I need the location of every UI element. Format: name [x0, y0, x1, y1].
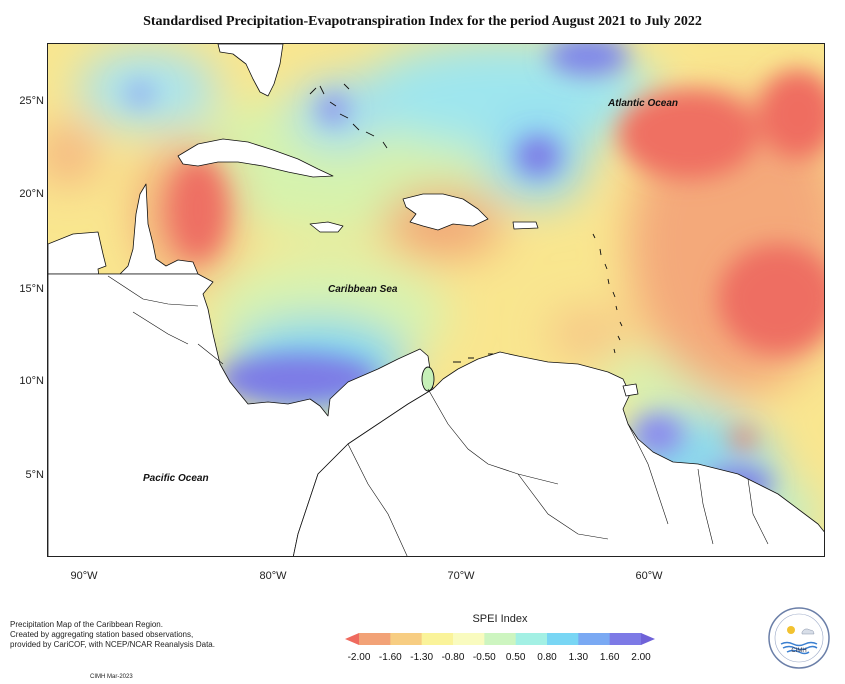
- land-mexico: [48, 183, 199, 285]
- spei-area-red-spot: [731, 429, 755, 449]
- legend-swatch-8: [578, 633, 611, 645]
- lat-label-25n: 25°N: [19, 95, 44, 107]
- legend-tick-label: 0.50: [505, 652, 526, 663]
- lat-label-15n: 15°N: [19, 283, 44, 295]
- land-hispaniola: [402, 193, 489, 231]
- lon-label-80w: 80°W: [259, 570, 287, 582]
- spei-area-blue-north: [548, 44, 628, 76]
- legend-tick-label: 1.60: [599, 652, 620, 663]
- spei-area-red-ne2: [758, 69, 824, 159]
- legend-tick-label: -0.80: [441, 652, 465, 663]
- logo-name: CIMH: [791, 648, 807, 654]
- country-borders: [107, 275, 769, 556]
- spei-area-blue-bahamas: [318, 94, 348, 124]
- legend-tick-label: -0.50: [472, 652, 496, 663]
- label-caribbean-sea: Caribbean Sea: [328, 284, 398, 295]
- lon-label-60w: 60°W: [635, 570, 663, 582]
- note-line-1: Precipitation Map of the Caribbean Regio…: [10, 620, 163, 629]
- legend-tick-label: -1.30: [410, 652, 434, 663]
- legend-arrow-low: [345, 633, 359, 645]
- label-atlantic-ocean: Atlantic Ocean: [607, 98, 678, 109]
- legend-swatch-5: [484, 633, 517, 645]
- small-islands: [309, 83, 623, 392]
- spei-area-blue-guyana: [633, 414, 683, 454]
- legend-swatch-3: [421, 633, 454, 645]
- spei-area-blue-gulf: [126, 82, 154, 106]
- spei-area-orange-west: [48, 124, 98, 184]
- lon-label-90w: 90°W: [70, 570, 98, 582]
- land-puerto-rico: [512, 221, 539, 230]
- note-line-2: Created by aggregating station based obs…: [10, 630, 194, 639]
- note-line-3: provided by CariCOF, with NCEP/NCAR Rean…: [10, 640, 215, 649]
- legend-tick-label: 2.00: [631, 652, 651, 663]
- legend-colorbar: [345, 633, 655, 645]
- legend-tick-label: -1.60: [378, 652, 402, 663]
- spei-area-red-ne: [618, 89, 758, 179]
- spei-area-red-east: [718, 244, 824, 354]
- legend-swatch-4: [453, 633, 485, 645]
- land-trinidad: [622, 383, 639, 397]
- map-title: Standardised Precipitation-Evapotranspir…: [143, 14, 702, 29]
- legend-swatch-2: [390, 633, 423, 645]
- cimh-logo: [768, 607, 830, 669]
- legend-swatch-1: [359, 633, 391, 645]
- land-bahamas: [309, 83, 388, 149]
- legend-swatch-9: [609, 633, 642, 645]
- credit-text: CIMH Mar-2023: [90, 674, 133, 680]
- legend-title: SPEI Index: [472, 613, 528, 625]
- legend-swatch-6: [515, 633, 548, 645]
- lat-label-20n: 20°N: [19, 188, 44, 200]
- lat-label-10n: 10°N: [19, 375, 44, 387]
- spei-map: Atlantic Ocean Caribbean Sea Pacific Oce…: [47, 43, 825, 557]
- legend-tick-label: 0.80: [537, 652, 557, 663]
- lat-label-5n: 5°N: [25, 469, 44, 481]
- spei-area-orange-antilles: [548, 309, 628, 359]
- land-lesser-antilles: [592, 233, 623, 354]
- land-abc-islands: [453, 353, 493, 363]
- land-florida: [217, 44, 284, 97]
- label-pacific-ocean: Pacific Ocean: [143, 473, 209, 484]
- legend-tick-label: -2.00: [347, 652, 371, 663]
- land-lake-maracaibo: [421, 366, 435, 392]
- spei-area-blue-atlantic: [516, 136, 560, 176]
- legend-swatch-7: [547, 633, 579, 645]
- land-jamaica: [309, 221, 344, 233]
- land-south-america: [293, 351, 824, 556]
- lon-label-70w: 70°W: [447, 570, 475, 582]
- legend-arrow-high: [641, 633, 655, 645]
- landmasses: [48, 44, 824, 556]
- land-cuba: [177, 138, 334, 178]
- legend-ticks: -2.00 -1.60 -1.30 -0.80 -0.50 0.50 0.80 1.30 1.6…: [345, 652, 655, 666]
- legend-tick-label: 1.30: [568, 652, 589, 663]
- spei-area-red-yucatan: [170, 159, 226, 259]
